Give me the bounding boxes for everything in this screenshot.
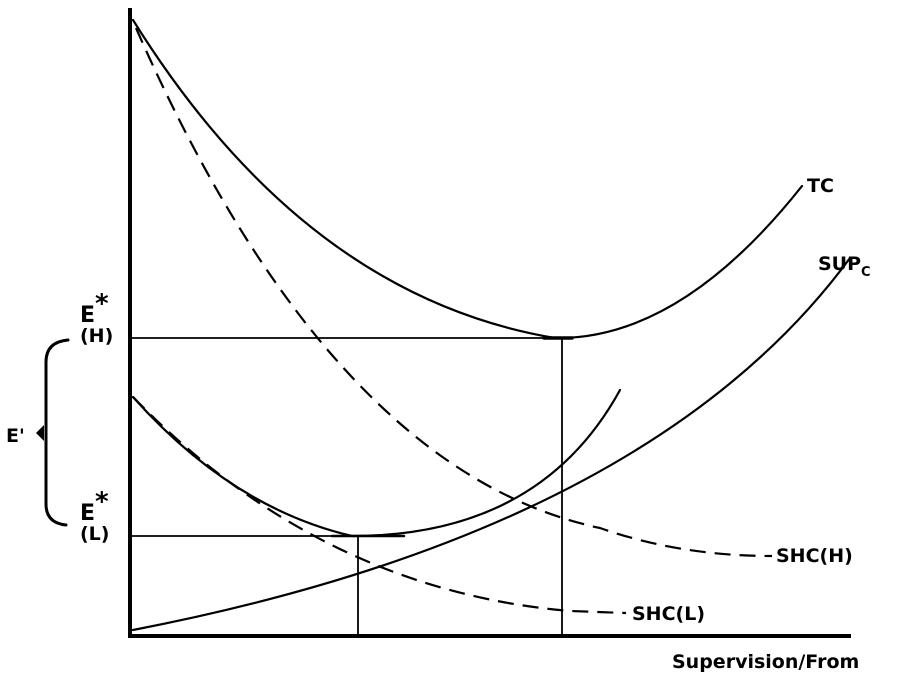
sup-c-label-main: SUP <box>818 253 861 275</box>
shc-l-curve <box>132 396 627 615</box>
tc-curve <box>131 18 804 340</box>
e-prime-label: E' <box>6 425 25 447</box>
e-l-label-star: * <box>95 487 109 517</box>
e-l-label-main: E <box>80 501 95 526</box>
e-prime-brace <box>44 338 70 527</box>
sup-c-curve <box>131 256 852 632</box>
e-h-label: E* <box>80 289 109 328</box>
sup-c-label: SUPC <box>818 253 871 280</box>
x-axis-label: Supervision/From <box>672 651 859 673</box>
tc-low-curve <box>131 388 622 538</box>
shc-h-label: SHC(H) <box>776 545 853 567</box>
shc-l-label: SHC(L) <box>632 603 705 625</box>
e-h-label-star: * <box>95 289 109 319</box>
shc-h-curve <box>134 27 773 558</box>
e-h-subscript: (H) <box>80 325 113 347</box>
sup-c-label-sub: C <box>861 265 871 280</box>
tc-label: TC <box>807 175 834 197</box>
e-h-label-main: E <box>80 303 95 328</box>
e-l-label: E* <box>80 487 109 526</box>
e-prime-arrow <box>36 425 44 441</box>
e-l-subscript: (L) <box>80 523 109 545</box>
